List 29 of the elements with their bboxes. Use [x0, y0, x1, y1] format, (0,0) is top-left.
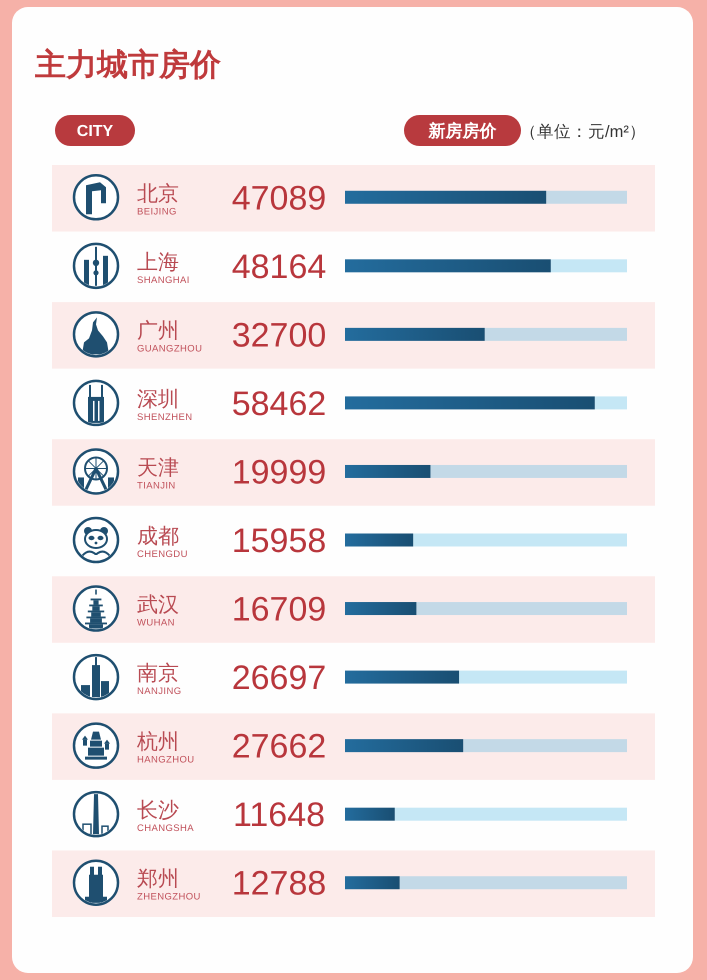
bar: [345, 534, 414, 546]
y-tick-label: 南京 NANJING: [137, 661, 182, 698]
y-tick-label: 上海 SHANGHAI: [137, 250, 190, 286]
data-label: 11648: [232, 796, 326, 834]
y-tick-label: 北京 BEIJING: [137, 181, 179, 218]
data-label: 15958: [232, 522, 326, 560]
y-tick-label: 杭州 HANGZHOU: [136, 730, 195, 766]
y-tick-label: 天津 TIANJIN: [137, 455, 179, 492]
text: （单位：元/m²）: [520, 122, 646, 141]
data-label: 58462: [232, 384, 326, 423]
data-label: 19999: [232, 453, 326, 492]
y-tick-label: 郑州 ZHENGZHOU: [137, 866, 201, 903]
bar: [345, 808, 395, 821]
data-label: 16709: [232, 590, 326, 629]
y-tick-label: 武汉 WUHAN: [137, 592, 179, 629]
y-tick-label: 深圳 SHENZHEN: [137, 386, 192, 423]
x-axis-title: 新房房价: [428, 122, 498, 140]
y-tick-label: 长沙 CHANGSHA: [137, 798, 194, 834]
data-label: 12788: [232, 864, 326, 903]
data-label: 47089: [232, 179, 326, 218]
data-label: 32700: [232, 316, 326, 354]
data-label: 48164: [232, 248, 326, 286]
bar: [345, 876, 400, 890]
y-axis-title: CITY: [76, 123, 114, 140]
chart-title: 主力城市房价: [34, 47, 222, 82]
y-tick-label: 广州 GUANGZHOU: [137, 318, 202, 354]
data-label: 27662: [232, 728, 326, 766]
y-tick-label: 成都 CHENGDU: [137, 524, 188, 560]
data-label: 26697: [232, 659, 326, 698]
